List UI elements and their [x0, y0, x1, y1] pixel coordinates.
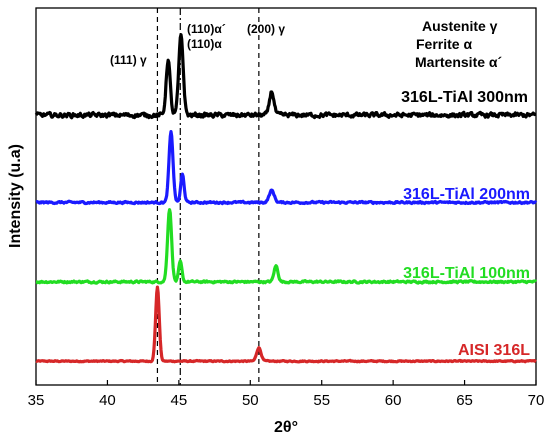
series-label-tial-300nm: 316L-TiAl 300nm: [401, 89, 528, 106]
series-line-aisi-316l: [35, 285, 537, 364]
x-tick-label: 65: [456, 392, 473, 409]
legend-ferrite: Ferrite α: [416, 36, 472, 52]
x-tick-label: 55: [313, 392, 330, 409]
x-axis: 35 40 45 50 55 60 65 70: [28, 380, 545, 409]
x-axis-label: 2θ°: [274, 419, 298, 436]
legend-martensite: Martensite α´: [415, 54, 503, 70]
x-tick-label: 45: [171, 392, 188, 409]
series-line-tial-100nm: [35, 208, 538, 285]
series-line-tial-300nm: [34, 33, 537, 120]
x-tick-label: 70: [528, 392, 545, 409]
series-label-aisi-316l: AISI 316L: [458, 342, 530, 359]
x-tick-label: 60: [385, 392, 402, 409]
y-axis-label: Intensity (u.a): [7, 144, 24, 248]
x-tick-label: 35: [28, 392, 45, 409]
x-tick-label: 40: [99, 392, 116, 409]
series-line-tial-200nm: [35, 129, 538, 206]
annotation-200-gamma: (200) γ: [247, 22, 285, 36]
series-label-tial-200nm: 316L-TiAl 200nm: [403, 186, 530, 203]
plot-frame: [35, 7, 537, 386]
x-tick-label: 50: [242, 392, 259, 409]
series-label-tial-100nm: 316L-TiAl 100nm: [403, 265, 530, 282]
annotation-110-alpha-prime: (110)α´: [187, 22, 226, 36]
annotation-111-gamma: (111) γ: [110, 53, 147, 67]
legend-austenite: Austenite γ: [422, 18, 498, 34]
annotation-110-alpha: (110)α: [187, 37, 222, 51]
